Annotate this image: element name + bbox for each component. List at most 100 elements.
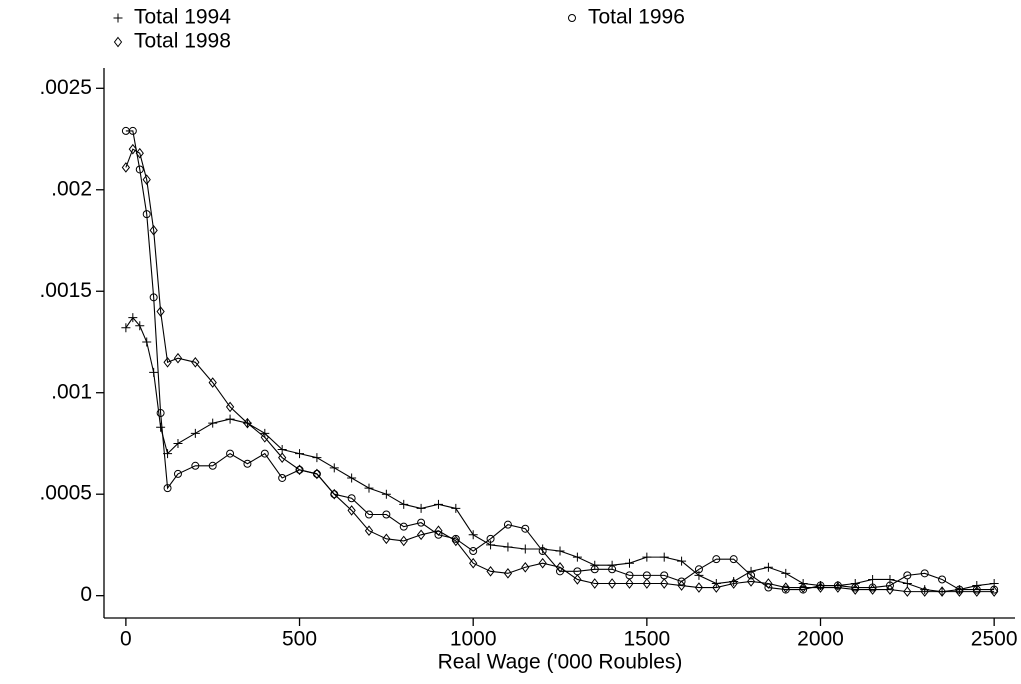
point [416, 503, 426, 513]
point [399, 535, 408, 547]
point [486, 534, 495, 543]
point [746, 576, 756, 587]
point [903, 586, 912, 597]
point [816, 581, 825, 590]
point [190, 428, 200, 438]
point [624, 558, 634, 568]
point [746, 566, 756, 576]
point [555, 561, 565, 573]
y-tick-label: 0 [80, 583, 92, 606]
point [382, 510, 391, 519]
point [868, 584, 877, 595]
point [135, 165, 144, 174]
point [538, 557, 547, 569]
point [156, 306, 165, 317]
point [312, 453, 322, 463]
point [955, 586, 964, 597]
point [295, 449, 305, 459]
y-tick-label: .0025 [39, 76, 92, 99]
point [225, 401, 235, 413]
point [868, 583, 877, 592]
point [712, 555, 721, 564]
point [191, 356, 200, 368]
point [885, 581, 894, 590]
point [347, 505, 356, 516]
point [659, 552, 669, 562]
point [607, 578, 617, 589]
point [128, 126, 137, 135]
point [381, 489, 391, 499]
point [135, 147, 144, 159]
point [312, 468, 322, 480]
y-tick-label: .002 [51, 177, 92, 200]
point [451, 535, 460, 547]
point [799, 585, 808, 594]
point [382, 533, 391, 545]
point [938, 575, 947, 584]
point [538, 547, 547, 556]
point [156, 422, 166, 432]
point [607, 560, 617, 570]
point [128, 313, 138, 323]
point [729, 555, 738, 564]
legend-label: Total 1994 [134, 6, 231, 29]
point [677, 580, 686, 591]
point [885, 584, 895, 595]
point [903, 571, 912, 580]
point [243, 459, 252, 468]
point [972, 581, 982, 591]
point [590, 560, 600, 570]
point [347, 473, 357, 483]
point [135, 321, 145, 331]
point [208, 418, 218, 428]
point [642, 578, 651, 589]
point [468, 530, 478, 540]
point [521, 524, 530, 533]
point [225, 414, 235, 424]
point [799, 582, 808, 593]
point [364, 510, 373, 519]
point [149, 225, 158, 236]
point [764, 578, 773, 589]
point [399, 499, 409, 509]
legend-label: Total 1996 [588, 6, 685, 29]
point [520, 544, 530, 554]
point [677, 577, 686, 586]
point [121, 162, 131, 173]
point [625, 578, 634, 589]
point [868, 574, 878, 584]
point [191, 461, 200, 470]
point [781, 582, 790, 593]
legend-marker [113, 36, 123, 48]
point [850, 578, 860, 588]
x-axis-label: Real Wage ('000 Roubles) [438, 651, 683, 674]
point [278, 452, 287, 463]
point [885, 574, 895, 584]
point [260, 449, 269, 458]
point [851, 584, 860, 595]
point [572, 552, 582, 562]
point [503, 568, 513, 579]
point [503, 542, 513, 552]
point [694, 582, 704, 593]
x-tick-label: 0 [120, 628, 132, 651]
point [142, 210, 151, 219]
point [937, 586, 947, 597]
point [747, 571, 756, 580]
point [712, 582, 721, 593]
point [347, 494, 356, 503]
point [729, 578, 738, 589]
point [816, 582, 825, 593]
point [208, 377, 217, 388]
point [260, 432, 269, 443]
x-tick-label: 1500 [623, 628, 670, 651]
point [763, 562, 773, 572]
point [955, 585, 964, 594]
point [417, 518, 426, 527]
point [434, 525, 443, 537]
y-tick-label: .0005 [39, 482, 92, 505]
point [920, 569, 929, 578]
point [694, 565, 703, 574]
point [642, 552, 652, 562]
point [149, 367, 159, 377]
